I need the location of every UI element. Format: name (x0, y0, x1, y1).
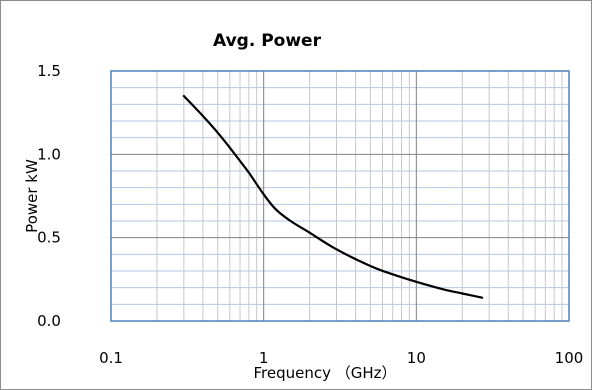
data-points (183, 95, 483, 299)
x-tick-label: 0.1 (99, 349, 123, 367)
major-gridlines (110, 70, 570, 322)
chart-title: Avg. Power (213, 31, 322, 51)
x-tick-labels: 0.1 1 10 100 (99, 349, 583, 367)
minor-gridlines (111, 71, 569, 321)
x-tick-label: 100 (555, 349, 584, 367)
y-axis-label: Power kW (23, 159, 41, 233)
y-tick-label: 0.0 (37, 312, 61, 330)
x-axis-label: Frequency （GHz） (253, 364, 396, 382)
x-tick-label: 1 (259, 349, 269, 367)
plot-area-frame (110, 70, 570, 322)
y-tick-label: 1.0 (37, 145, 61, 163)
y-tick-label: 0.5 (37, 229, 61, 247)
x-tick-label: 10 (407, 349, 426, 367)
y-tick-labels: 0.0 0.5 1.0 1.5 (37, 62, 61, 330)
power-series-line (182, 94, 484, 299)
y-tick-label: 1.5 (37, 62, 61, 80)
